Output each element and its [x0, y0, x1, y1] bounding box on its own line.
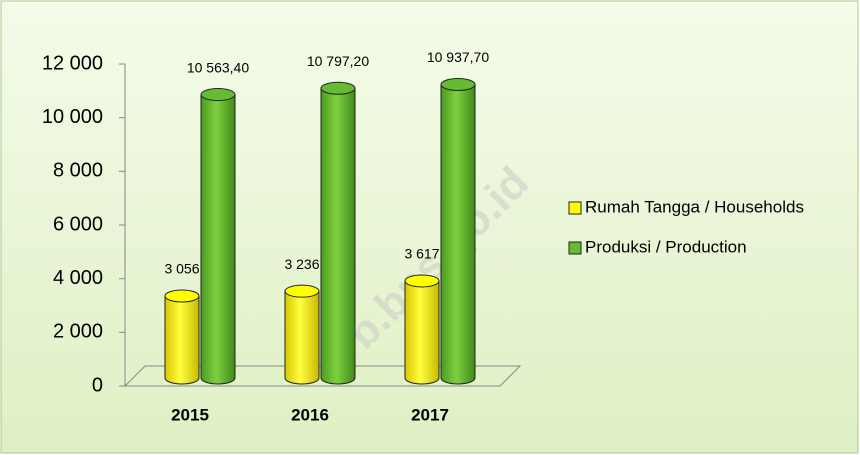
bar: [284, 284, 320, 385]
y-tick-label: 12 000: [42, 52, 103, 74]
bar: [320, 81, 356, 385]
data-label: 3 236: [284, 256, 319, 272]
bar-part: [164, 289, 200, 303]
data-label: 3 617: [404, 246, 439, 262]
bar-part: [284, 290, 320, 385]
bar-part: [320, 81, 356, 95]
x-tick-label: 2015: [171, 405, 209, 424]
bar-part: [404, 280, 440, 385]
bar-part: [320, 87, 356, 385]
x-tick-label: 2016: [291, 405, 329, 424]
data-label: 3 056: [164, 261, 199, 277]
floor: [123, 365, 522, 387]
y-tick-label: 6 000: [53, 213, 103, 235]
x-tick-label: 2017: [411, 405, 449, 424]
legend-swatch: [568, 201, 582, 215]
y-tick-label: 2 000: [53, 321, 103, 343]
bar-part: [404, 274, 440, 288]
y-tick-label: 4 000: [53, 267, 103, 289]
y-tick-label: 8 000: [53, 160, 103, 182]
legend-label: Produksi / Production: [585, 237, 747, 256]
y-tick-label: 10 000: [42, 106, 103, 128]
bar-part: [200, 88, 236, 102]
legend-swatch: [568, 241, 582, 255]
y-tick-label: 0: [92, 374, 103, 396]
bar-part: [440, 84, 476, 385]
legend-label: Rumah Tangga / Households: [585, 197, 804, 216]
bar: [440, 78, 476, 385]
data-label: 10 937,70: [427, 49, 489, 65]
data-label: 10 797,20: [307, 53, 369, 69]
bar: [404, 274, 440, 385]
bar-part: [200, 94, 236, 385]
bar: [200, 88, 236, 385]
data-label: 10 563,40: [187, 59, 249, 75]
bar-part: [284, 284, 320, 298]
bar-part: [164, 295, 200, 385]
bar: [164, 289, 200, 385]
bar-part: [440, 78, 476, 92]
